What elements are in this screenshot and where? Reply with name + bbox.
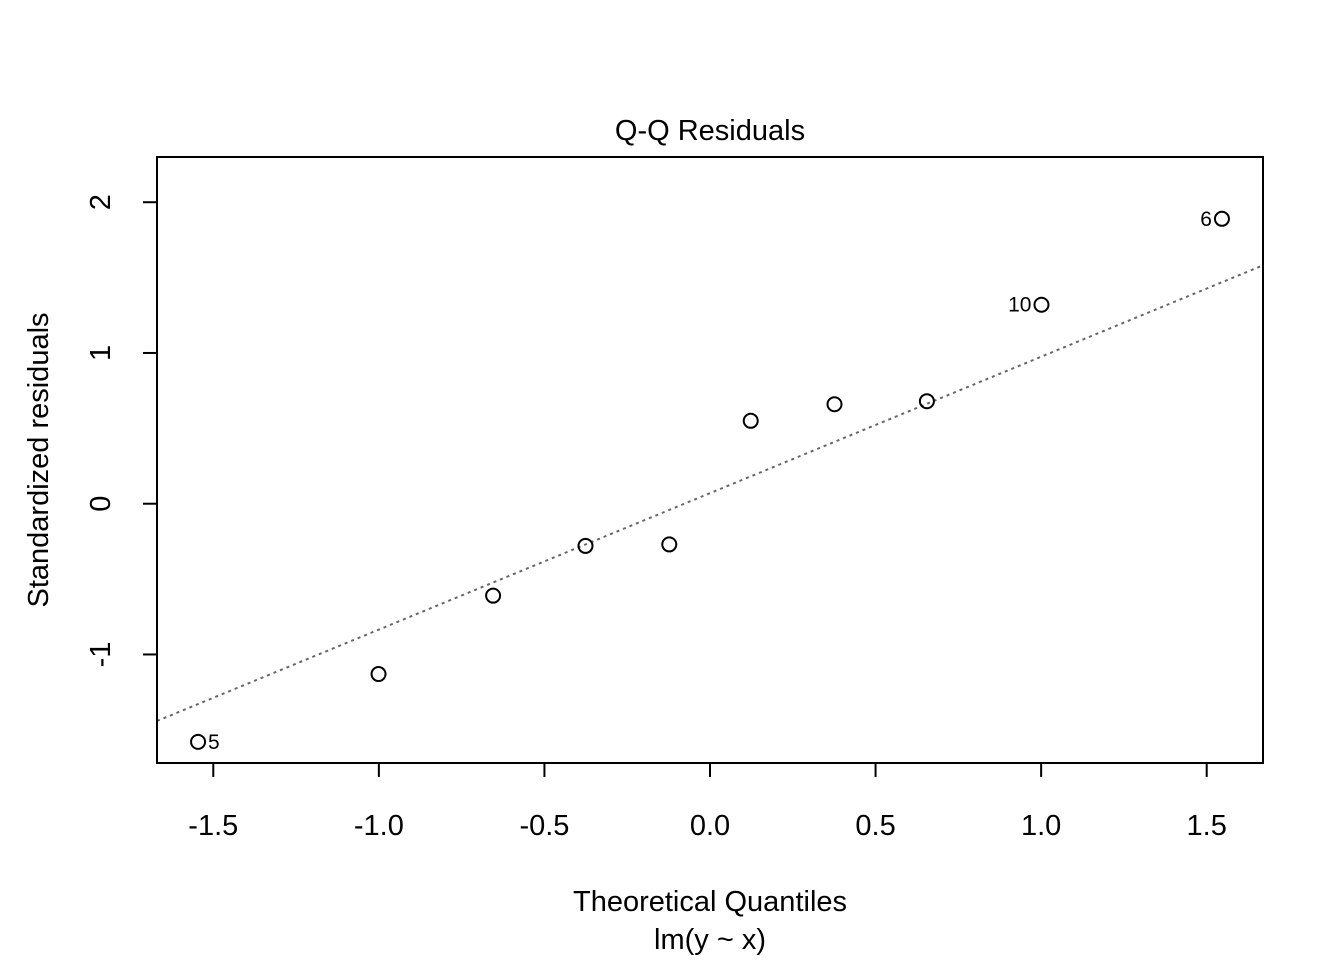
- chart-title: Q-Q Residuals: [615, 115, 805, 147]
- y-tick-label: 1: [85, 345, 117, 361]
- data-point: [485, 587, 502, 604]
- x-tick-label: 1.0: [1021, 810, 1061, 842]
- point-labels-layer: 5 10 6: [208, 208, 1212, 754]
- point-label: 10: [1008, 294, 1031, 317]
- data-point: [918, 393, 935, 410]
- x-tick-label: -0.5: [519, 810, 569, 842]
- y-axis-label: Standardized residuals: [23, 312, 55, 607]
- x-axis-subtitle: lm(y ~ x): [654, 924, 766, 956]
- data-point: [826, 396, 843, 413]
- data-point: [190, 733, 207, 750]
- point-label: 5: [208, 731, 220, 754]
- x-tick-label: -1.5: [188, 810, 238, 842]
- y-tick-label: 0: [85, 496, 117, 512]
- x-axis-label: Theoretical Quantiles: [573, 886, 847, 918]
- point-label: 6: [1200, 208, 1212, 231]
- reference-line-layer: [156, 264, 1264, 722]
- y-tick-label: -1: [85, 642, 117, 668]
- y-tick-label: 2: [85, 194, 117, 210]
- data-point: [1033, 296, 1050, 313]
- x-tick-label: 1.5: [1187, 810, 1227, 842]
- x-axis: -1.5 -1.0 -0.5 0.0 0.5 1.0 1.5: [188, 762, 1227, 842]
- data-point: [742, 412, 759, 429]
- data-point: [661, 536, 678, 553]
- qq-reference-line: [156, 264, 1264, 722]
- x-tick-label: -1.0: [354, 810, 404, 842]
- x-tick-label: 0.0: [690, 810, 730, 842]
- points-layer: [190, 210, 1230, 750]
- y-axis: -1 0 1 2: [85, 194, 158, 668]
- data-point: [577, 537, 594, 554]
- data-point: [1213, 210, 1230, 227]
- x-tick-label: 0.5: [855, 810, 895, 842]
- data-point: [370, 666, 387, 683]
